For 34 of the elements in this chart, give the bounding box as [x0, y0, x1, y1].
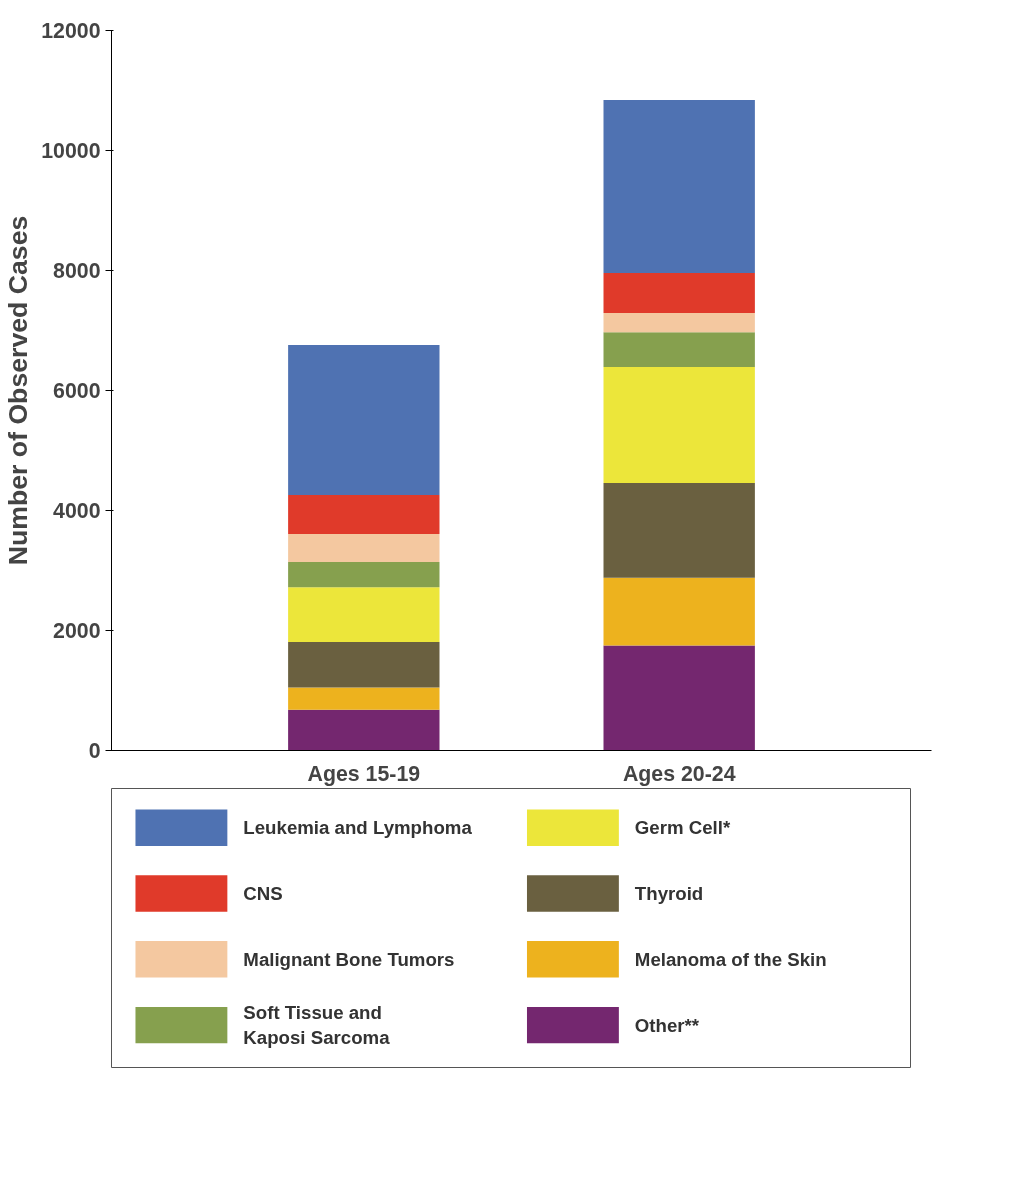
- x-tick-label: Ages 15-19: [307, 761, 421, 786]
- legend-label: CNS: [243, 883, 283, 904]
- y-axis-title: Number of Observed Cases: [3, 215, 34, 566]
- y-tick-label: 6000: [53, 379, 101, 403]
- bar: [603, 577, 755, 646]
- bar: [288, 533, 440, 563]
- y-tick-label: 8000: [53, 259, 101, 283]
- y-tick-label: 10000: [41, 139, 101, 163]
- bar: [288, 587, 440, 642]
- y-tick-label: 4000: [53, 499, 101, 523]
- bar: [603, 367, 755, 483]
- legend-label: Melanoma of the Skin: [634, 948, 827, 970]
- x-tick-label: Ages 20-24: [622, 761, 736, 786]
- bar: [603, 332, 755, 368]
- legend-label: Thyroid: [634, 883, 704, 904]
- bar: [288, 687, 440, 710]
- legend-label: Leukemia and Lymphoma: [243, 817, 473, 839]
- bar: [288, 709, 440, 751]
- legend-label: Germ Cell*: [634, 817, 731, 839]
- y-tick-label: 0: [88, 739, 101, 763]
- y-tick-label: 2000: [53, 619, 101, 643]
- bar: [288, 344, 440, 495]
- bar: [288, 494, 440, 534]
- bar: [603, 313, 755, 333]
- bar: [603, 482, 755, 578]
- bar: [603, 100, 755, 273]
- bar: [288, 562, 440, 588]
- legend-label: Soft Tissue and Kaposi Sarcoma: [243, 1002, 391, 1049]
- y-tick-label: 12000: [41, 19, 101, 43]
- bar: [288, 641, 440, 688]
- bar: [603, 645, 755, 751]
- legend-label: Other**: [634, 1014, 700, 1036]
- legend-label: Malignant Bone Tumors: [243, 948, 455, 970]
- bar: [603, 272, 755, 314]
